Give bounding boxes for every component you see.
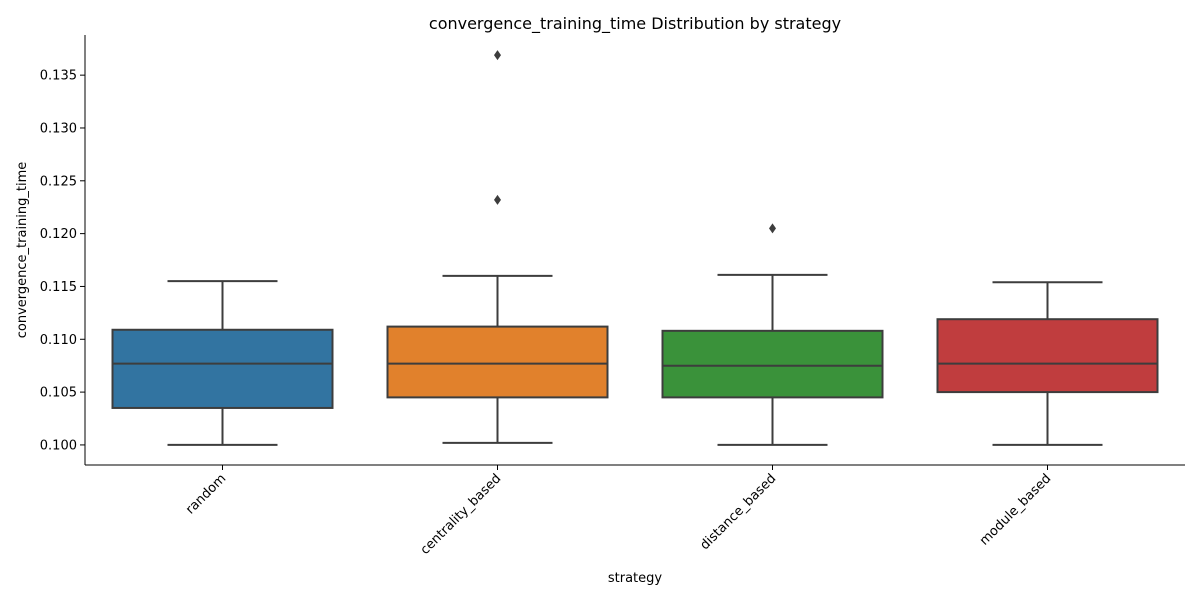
- y-tick-label: 0.115: [40, 280, 77, 295]
- box-group-random: [111, 280, 334, 446]
- y-tick-label: 0.125: [40, 174, 77, 189]
- y-tick-label: 0.105: [40, 386, 77, 401]
- box-group-distance-based: [661, 223, 884, 446]
- x-tick-label-random: random: [183, 471, 229, 517]
- outlier-point: [769, 223, 776, 234]
- box-iqr: [111, 328, 334, 409]
- y-tick-label: 0.100: [40, 438, 77, 453]
- y-tick-label: 0.110: [40, 333, 77, 348]
- y-tick-label: 0.130: [40, 121, 77, 136]
- outlier-point: [494, 50, 501, 61]
- x-tick-label-centrality-based: centrality_based: [418, 471, 505, 558]
- x-axis-ticks: random centrality_based distance_based modu…: [183, 465, 1054, 558]
- plot-area: [111, 50, 1159, 446]
- x-axis-label: strategy: [608, 571, 663, 586]
- box-group-centrality-based: [386, 50, 609, 444]
- x-tick-label-distance-based: distance_based: [697, 471, 779, 553]
- y-tick-label: 0.135: [40, 69, 77, 84]
- y-axis-label: convergence_training_time: [15, 162, 30, 339]
- box-iqr: [386, 325, 609, 399]
- y-tick-label: 0.120: [40, 227, 77, 242]
- outlier-point: [494, 194, 501, 205]
- chart-title: convergence_training_time Distribution b…: [429, 14, 841, 34]
- box-group-module-based: [936, 281, 1159, 446]
- box-iqr: [661, 329, 884, 399]
- box-iqr: [936, 318, 1159, 394]
- y-axis-ticks: 0.100 0.105 0.110 0.115 0.120 0.125 0.130 0.135: [40, 69, 85, 453]
- x-tick-label-module-based: module_based: [977, 471, 1054, 548]
